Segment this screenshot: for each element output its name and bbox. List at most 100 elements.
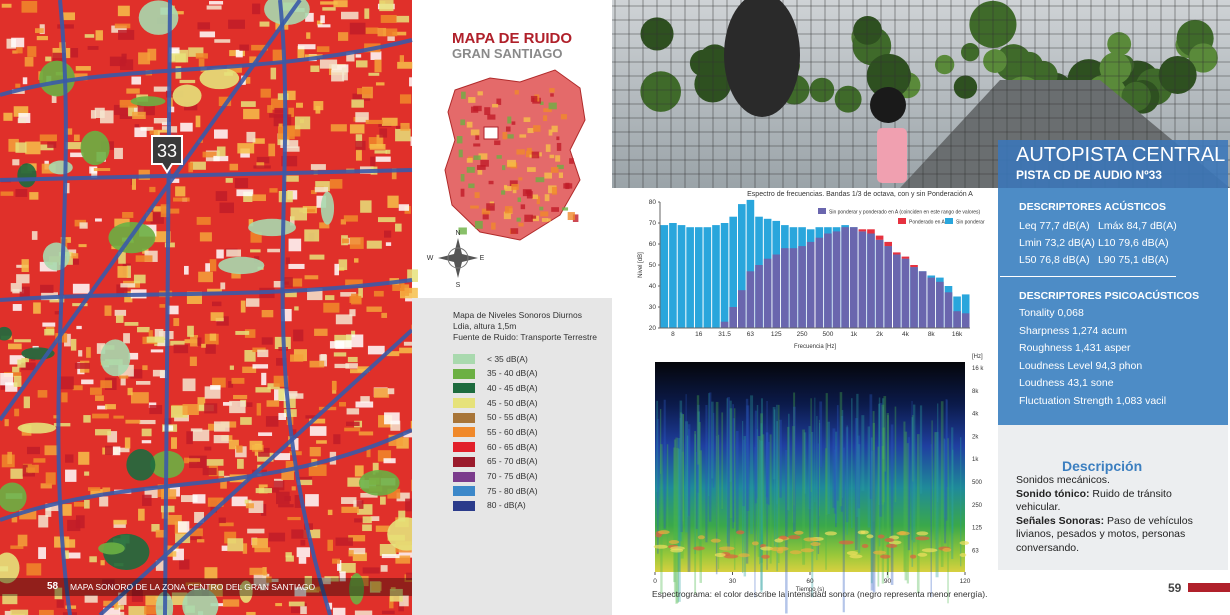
map-block bbox=[305, 494, 319, 507]
legend-label: 70 - 75 dB(A) bbox=[487, 471, 538, 481]
spectrogram-streak bbox=[676, 448, 679, 603]
spectrogram-streak bbox=[712, 412, 715, 488]
spectrogram-streak bbox=[715, 436, 718, 575]
legend-swatch bbox=[898, 218, 906, 224]
map-block bbox=[399, 347, 413, 354]
acoustic-item: L50 76,8 dB(A) bbox=[1019, 254, 1090, 266]
spectrogram-streak bbox=[750, 395, 754, 535]
spectrogram-streak bbox=[877, 446, 880, 587]
map-block bbox=[307, 288, 323, 301]
city-block bbox=[527, 128, 534, 134]
map-block bbox=[12, 50, 18, 54]
map-block bbox=[296, 102, 303, 108]
map-block bbox=[179, 79, 196, 84]
legend-label: 55 - 60 dB(A) bbox=[487, 426, 538, 437]
map-block bbox=[285, 291, 297, 298]
x-tick-label: 1k bbox=[850, 331, 858, 338]
spectrogram-streak bbox=[943, 438, 946, 518]
spectrogram-hotspot bbox=[824, 531, 837, 536]
city-block bbox=[531, 215, 537, 219]
spectrogram-streak bbox=[685, 421, 689, 533]
bar bbox=[893, 252, 901, 255]
x-tick-label: 30 bbox=[729, 578, 737, 585]
map-block bbox=[64, 183, 70, 194]
spectrogram-streak bbox=[772, 406, 776, 480]
freq-unit: [Hz] bbox=[972, 354, 983, 360]
spectrogram-streak bbox=[776, 421, 779, 572]
map-block bbox=[204, 567, 218, 579]
spectrogram-streak bbox=[836, 405, 839, 501]
map-block bbox=[206, 459, 224, 466]
map-block bbox=[54, 587, 63, 600]
map-block bbox=[370, 51, 382, 60]
spectrogram-hotspot bbox=[693, 546, 705, 551]
spectrogram-streak bbox=[835, 431, 838, 524]
map-block bbox=[320, 15, 325, 24]
bar bbox=[806, 241, 815, 328]
map-block bbox=[354, 610, 373, 615]
spectrogram bbox=[655, 362, 965, 572]
map-block bbox=[268, 532, 286, 542]
spectrogram-streak bbox=[951, 427, 954, 560]
map-block bbox=[273, 375, 289, 387]
city-block bbox=[470, 129, 480, 136]
map-block bbox=[180, 495, 198, 503]
map-block bbox=[35, 28, 44, 34]
compass-ring bbox=[447, 247, 469, 269]
map-block bbox=[244, 499, 252, 504]
legend-entry: 50 - 55 dB(A) bbox=[453, 412, 597, 423]
city-block bbox=[460, 188, 465, 197]
spectrogram-streak bbox=[742, 420, 744, 574]
city-block bbox=[549, 88, 555, 93]
map-block bbox=[185, 582, 201, 586]
map-block bbox=[309, 418, 326, 424]
tree bbox=[834, 85, 862, 113]
map-block bbox=[190, 161, 206, 170]
map-block bbox=[213, 421, 230, 432]
map-block bbox=[357, 366, 370, 372]
map-block bbox=[316, 195, 327, 208]
map-block bbox=[380, 14, 397, 23]
map-block bbox=[86, 347, 91, 358]
map-block bbox=[242, 366, 257, 373]
legend-swatch bbox=[453, 471, 475, 482]
map-block bbox=[248, 219, 254, 227]
map-block bbox=[276, 491, 290, 505]
map-block bbox=[228, 439, 239, 450]
map-block bbox=[79, 222, 88, 229]
map-block bbox=[354, 518, 367, 523]
city-block bbox=[512, 186, 517, 194]
map-block bbox=[24, 57, 34, 67]
map-block bbox=[10, 609, 29, 615]
map-block bbox=[285, 552, 292, 558]
legend-swatch bbox=[453, 442, 475, 453]
map-block bbox=[304, 575, 312, 589]
spectrogram-hotspot bbox=[670, 546, 685, 551]
x-tick-label: 250 bbox=[797, 331, 808, 338]
map-block bbox=[346, 52, 355, 62]
map-block bbox=[218, 517, 226, 524]
map-block bbox=[207, 288, 222, 292]
spectrogram-streak bbox=[666, 444, 669, 546]
legend-label: Sin ponderar bbox=[956, 220, 985, 226]
spectrogram-streak bbox=[735, 430, 739, 533]
map-block bbox=[341, 67, 348, 81]
map-block bbox=[387, 488, 401, 499]
spectrogram-streak bbox=[819, 401, 823, 468]
map-block bbox=[368, 72, 380, 76]
map-block bbox=[339, 571, 346, 582]
map-block bbox=[281, 308, 292, 322]
map-block bbox=[387, 36, 395, 41]
city-block bbox=[516, 217, 521, 222]
map-block bbox=[346, 421, 360, 427]
map-block bbox=[384, 230, 392, 238]
map-block bbox=[282, 90, 296, 101]
city-block bbox=[502, 132, 508, 140]
map-block bbox=[168, 47, 180, 55]
x-axis-label: Tiempo (s) bbox=[796, 587, 824, 593]
map-block bbox=[346, 408, 360, 415]
map-block bbox=[135, 380, 151, 385]
legend: Mapa de Niveles Sonoros Diurnos Ldia, alt… bbox=[453, 310, 597, 511]
map-block bbox=[173, 318, 180, 327]
map-park bbox=[17, 163, 37, 188]
